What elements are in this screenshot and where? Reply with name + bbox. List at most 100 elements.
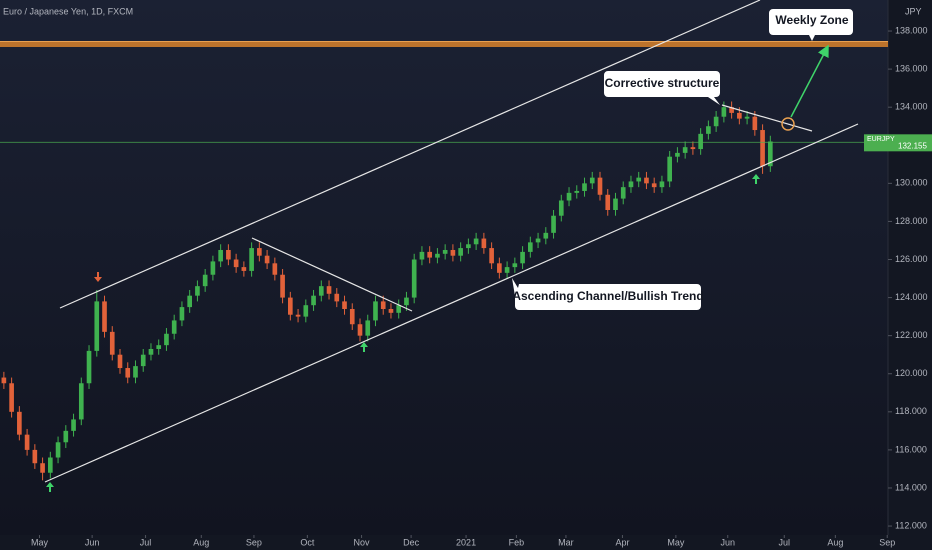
candle-body: [102, 301, 107, 332]
marks: [0, 101, 888, 481]
trend-line: [721, 104, 813, 132]
x-tick-label: May: [667, 537, 685, 547]
plot-area: [0, 0, 888, 535]
y-tick-label: 122.000: [895, 330, 928, 340]
candle-body: [613, 198, 618, 211]
x-tick-label: Aug: [193, 537, 209, 547]
callout-box: [769, 9, 853, 41]
candle-body: [729, 107, 734, 113]
candle-body: [636, 177, 642, 182]
candle-body: [466, 244, 471, 249]
y-tick-label: 118.000: [895, 406, 927, 416]
candle-body: [675, 152, 680, 157]
candle-body: [140, 354, 146, 367]
y-tick-label: 126.000: [895, 254, 928, 264]
callout: Weekly Zone: [769, 9, 853, 41]
candle-body: [411, 259, 417, 298]
candle-body: [48, 457, 53, 473]
weekly-zone: [0, 42, 888, 47]
candle-body: [768, 141, 773, 167]
arrow-down: [94, 272, 102, 282]
candle-body: [148, 348, 154, 355]
x-tick-label: Mar: [558, 537, 574, 547]
y-tick-label: 112.000: [895, 520, 927, 530]
candle-body: [125, 368, 131, 378]
candle-body: [667, 156, 672, 182]
candle-body: [233, 259, 239, 268]
candle-body: [179, 307, 185, 321]
candle-body: [582, 183, 587, 191]
x-tick-label: Sep: [246, 537, 262, 547]
trend-line: [251, 237, 413, 312]
candle-body: [32, 449, 38, 464]
x-tick-label: Jun: [720, 537, 735, 547]
candle-body: [187, 295, 192, 308]
candle-body: [71, 419, 76, 431]
chart-title: Euro / Japanese Yen, 1D, FXCM: [3, 6, 133, 16]
candle-body: [651, 183, 657, 188]
arrow-up: [46, 482, 54, 492]
x-tick-label: Oct: [300, 537, 315, 547]
candle-body: [24, 434, 30, 450]
y-tick-label: 116.000: [895, 444, 927, 454]
y-tick-label: 114.000: [895, 482, 927, 492]
candle-body: [605, 194, 611, 211]
candle-body: [249, 248, 254, 271]
annotation: Ascending Channel/Bullish Trend: [512, 289, 703, 303]
callout: Corrective structure: [604, 71, 720, 105]
candle-body: [698, 133, 703, 150]
candle-body: [628, 181, 634, 188]
x-tick-label: Jun: [85, 537, 100, 547]
candle-body: [334, 293, 340, 302]
candle-body: [109, 331, 115, 355]
y-unit: JPY: [905, 6, 922, 16]
candle-body: [164, 333, 169, 346]
y-tick-label: 138.000: [895, 25, 928, 35]
y-tick-label: 134.000: [895, 102, 928, 112]
candle-body: [442, 249, 448, 254]
projection-arrow: [790, 44, 829, 118]
price-scale: [888, 0, 932, 550]
candle-body: [318, 286, 324, 296]
candle-body: [597, 177, 603, 195]
price-label-box: [864, 134, 932, 152]
candle-body: [171, 320, 177, 334]
candle-body: [78, 383, 84, 420]
price-label-value: 132.155: [898, 141, 927, 150]
marker-circle: [781, 117, 795, 131]
candle-body: [1, 377, 7, 384]
candle-body: [342, 301, 347, 310]
candle-body: [17, 411, 22, 435]
candle-body: [752, 116, 758, 131]
candle-body: [760, 130, 765, 167]
candle-body: [226, 249, 231, 260]
candle-body: [357, 324, 363, 336]
candle-body: [195, 286, 200, 296]
candle-body: [311, 295, 316, 306]
candle-body: [210, 261, 216, 275]
candle-body: [388, 309, 394, 313]
candle-body: [435, 253, 440, 258]
x-tick-label: Nov: [354, 537, 371, 547]
candle-body: [427, 251, 432, 258]
candle-body: [326, 286, 332, 294]
candle-body: [303, 305, 309, 317]
x-tick-label: May: [31, 537, 49, 547]
candle-body: [682, 147, 688, 153]
candle-body: [713, 116, 719, 127]
candle-body: [9, 383, 14, 412]
x-tick-label: Jul: [779, 537, 791, 547]
candle-body: [620, 187, 626, 199]
candle-body: [40, 463, 45, 473]
candle-body: [504, 267, 510, 273]
x-tick-label: 2021: [456, 537, 476, 547]
candle-body: [535, 238, 541, 243]
candle-body: [589, 177, 595, 184]
time-scale: [0, 535, 888, 550]
candle-body: [404, 297, 409, 306]
candle-body: [257, 248, 262, 256]
candle-body: [117, 354, 123, 369]
candle-body: [737, 112, 742, 119]
